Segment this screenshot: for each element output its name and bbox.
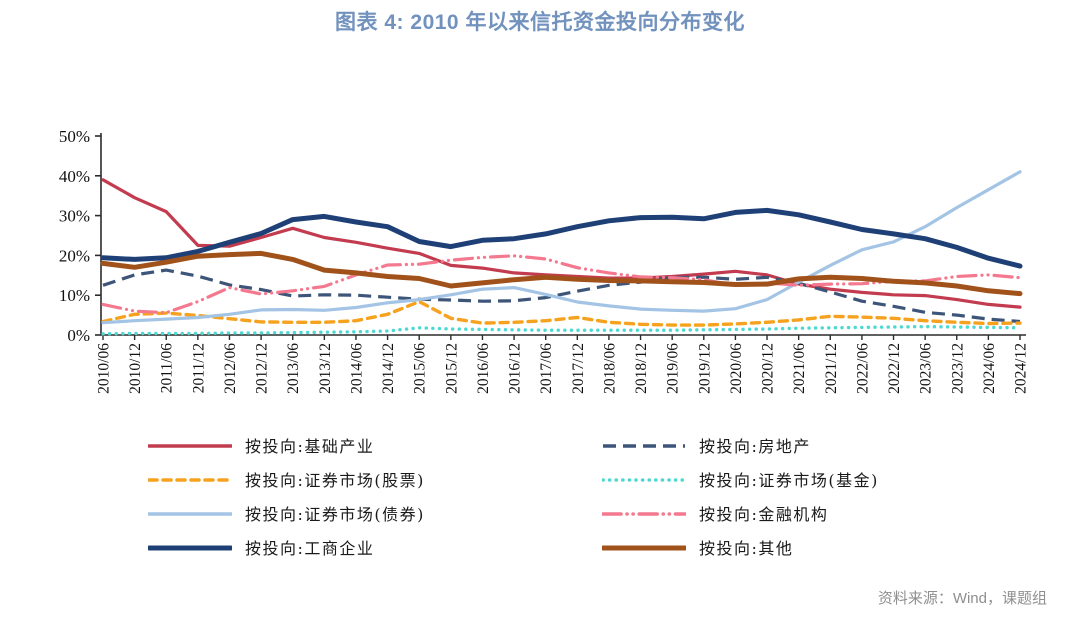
legend-swatch-line bbox=[146, 545, 234, 551]
x-tick-label: 2010/12 bbox=[127, 343, 144, 394]
legend-swatch-line bbox=[601, 478, 687, 482]
series-lines bbox=[100, 170, 1023, 336]
legend-item-stocks: 按投向:证券市场(股票) bbox=[147, 462, 425, 496]
legend-swatch-line bbox=[600, 545, 688, 551]
series-line-0 bbox=[101, 178, 1022, 309]
axes bbox=[100, 133, 1026, 336]
x-tick-label: 2010/06 bbox=[96, 343, 113, 394]
legend-item-funds: 按投向:证券市场(基金) bbox=[601, 462, 879, 496]
x-tick-label: 2024/12 bbox=[1013, 343, 1030, 394]
chart-title: 图表 4: 2010 年以来信托资金投向分布变化 bbox=[335, 11, 745, 34]
x-tick-label: 2020/06 bbox=[728, 343, 745, 394]
series-line-2 bbox=[101, 299, 1022, 327]
x-tick-label: 2023/06 bbox=[918, 343, 935, 394]
legend-column-right: 按投向:房地产 按投向:证券市场(基金) 按投向:金融机构 按投向:其他 bbox=[600, 428, 879, 564]
y-tick-label: 40% bbox=[59, 167, 90, 186]
x-tick-label: 2015/12 bbox=[443, 343, 460, 394]
series-line-1 bbox=[102, 268, 1021, 324]
legend-swatch-financial-line bbox=[601, 507, 687, 519]
x-tick-label: 2014/12 bbox=[380, 343, 397, 394]
x-tick-label: 2015/06 bbox=[412, 343, 429, 394]
y-tick-label: 50% bbox=[59, 127, 90, 146]
legend-swatch-infrastructure-line bbox=[147, 439, 233, 451]
legend-item-financial: 按投向:金融机构 bbox=[601, 496, 879, 530]
x-tick-label: 2016/12 bbox=[507, 343, 524, 394]
legend-item-realestate: 按投向:房地产 bbox=[602, 428, 879, 462]
x-tick-label: 2020/12 bbox=[760, 343, 777, 394]
legend-swatch-funds-line bbox=[601, 473, 687, 485]
series-line-3 bbox=[101, 324, 1022, 336]
legend-label-realestate: 按投向:房地产 bbox=[699, 437, 811, 456]
legend-swatch-realestate-line bbox=[602, 439, 686, 451]
x-tick-label: 2019/12 bbox=[696, 343, 713, 394]
x-tick-labels: 2010/06 2010/12 2011/06 2011/12 2012/06 2012/… bbox=[96, 335, 1030, 394]
legend-item-industry: 按投向:工商企业 bbox=[146, 530, 425, 564]
legend-column-left: 按投向:基础产业 按投向:证券市场(股票) 按投向:证券市场(债券) 按投向:工… bbox=[146, 428, 425, 564]
x-tick-label: 2013/12 bbox=[317, 343, 334, 394]
x-tick-label: 2019/06 bbox=[665, 343, 682, 394]
legend-label-financial: 按投向:金融机构 bbox=[699, 505, 829, 524]
legend-item-other: 按投向:其他 bbox=[600, 530, 879, 564]
legend-swatch-bonds-line bbox=[147, 507, 233, 519]
series-line-7 bbox=[100, 250, 1023, 297]
legend-swatch-line bbox=[147, 478, 233, 482]
x-tick-label: 2012/06 bbox=[222, 343, 239, 394]
series-line-5 bbox=[101, 254, 1022, 315]
legend-swatch-line bbox=[147, 512, 233, 516]
x-tick-label: 2016/06 bbox=[475, 343, 492, 394]
legend-swatch-line bbox=[601, 512, 687, 516]
legend-label-stocks: 按投向:证券市场(股票) bbox=[245, 471, 425, 490]
source-note: 资料来源：Wind，课题组 bbox=[877, 590, 1047, 607]
y-tick-label: 10% bbox=[59, 286, 90, 305]
x-tick-label: 2017/06 bbox=[538, 343, 555, 394]
y-tick-label: 0% bbox=[67, 326, 90, 345]
legend-label-bonds: 按投向:证券市场(债券) bbox=[245, 505, 425, 524]
x-tick-label: 2021/12 bbox=[823, 343, 840, 394]
x-tick-label: 2022/06 bbox=[854, 343, 871, 394]
x-tick-label: 2014/06 bbox=[348, 343, 365, 394]
x-tick-label: 2011/12 bbox=[190, 343, 207, 393]
legend-label-industry: 按投向:工商企业 bbox=[245, 539, 375, 558]
x-tick-label: 2024/06 bbox=[981, 343, 998, 394]
series-line-6 bbox=[100, 207, 1023, 269]
x-tick-label: 2022/12 bbox=[886, 343, 903, 394]
y-tick-label: 30% bbox=[59, 207, 90, 226]
legend-swatch-industry-line bbox=[146, 541, 234, 553]
x-tick-label: 2021/06 bbox=[791, 343, 808, 394]
series-line-4 bbox=[101, 170, 1022, 325]
y-tick-labels: 0% 10% 20% 30% 40% 50% bbox=[59, 127, 101, 345]
legend-swatch-line bbox=[147, 444, 233, 448]
y-tick-label: 20% bbox=[59, 246, 90, 265]
legend-swatch-stocks-line bbox=[147, 473, 233, 485]
legend-item-bonds: 按投向:证券市场(债券) bbox=[147, 496, 425, 530]
legend-label-infrastructure: 按投向:基础产业 bbox=[245, 437, 375, 456]
x-tick-label: 2013/06 bbox=[285, 343, 302, 394]
legend-swatch-line bbox=[603, 444, 685, 448]
x-tick-label: 2017/12 bbox=[570, 343, 587, 394]
x-tick-label: 2018/06 bbox=[601, 343, 618, 394]
legend-item-infrastructure: 按投向:基础产业 bbox=[147, 428, 425, 462]
legend-label-other: 按投向:其他 bbox=[699, 539, 794, 558]
legend-swatch-other-line bbox=[600, 541, 688, 553]
x-tick-label: 2023/12 bbox=[949, 343, 966, 394]
x-tick-label: 2012/12 bbox=[254, 343, 271, 394]
legend-label-funds: 按投向:证券市场(基金) bbox=[699, 471, 879, 490]
x-tick-label: 2011/06 bbox=[159, 343, 176, 393]
x-tick-label: 2018/12 bbox=[633, 343, 650, 394]
